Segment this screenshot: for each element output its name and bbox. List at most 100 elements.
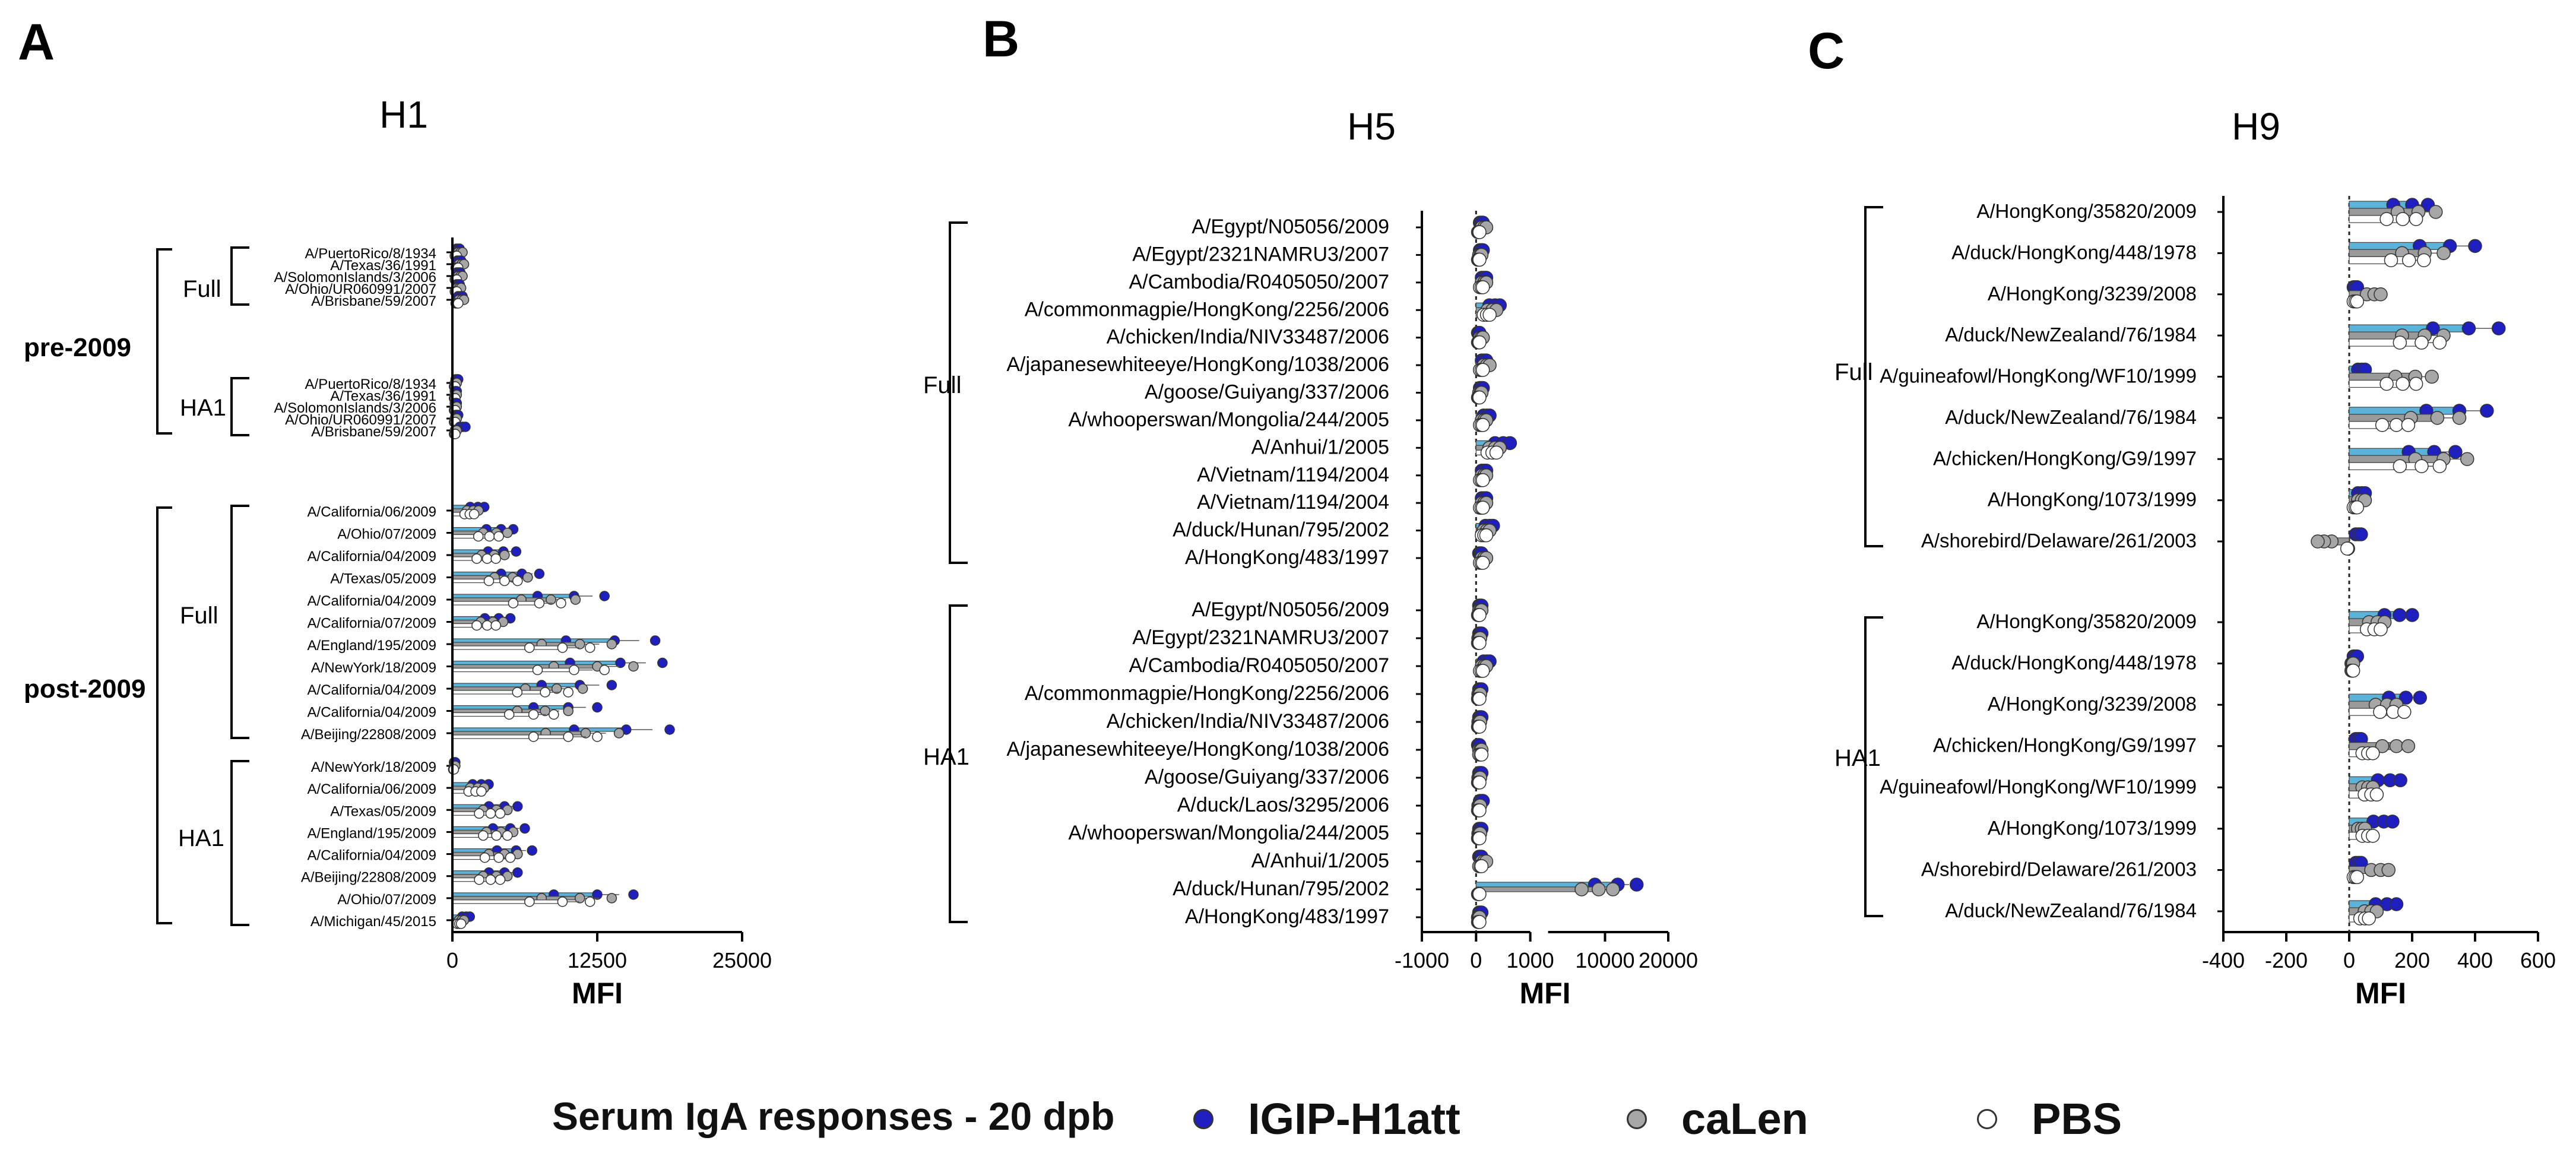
point-pbs — [2379, 212, 2394, 226]
bar-pbs — [2349, 462, 2422, 470]
legend-label: caLen — [1681, 1094, 1808, 1143]
group-label: HA1 — [178, 825, 224, 851]
point-calen — [499, 550, 510, 560]
point-igip — [2405, 608, 2419, 622]
category-label: A/HongKong/3239/2008 — [1988, 693, 2197, 715]
category-label: A/Cambodia/R0405050/2007 — [1129, 654, 1389, 677]
point-pbs — [1482, 308, 1497, 322]
point-pbs — [2389, 418, 2404, 432]
point-calen — [574, 893, 585, 904]
point-pbs — [471, 620, 482, 631]
panel-title: H9 — [2232, 105, 2280, 148]
category-label: A/chicken/HongKong/G9/1997 — [1933, 734, 2197, 756]
point-pbs — [2432, 335, 2447, 350]
point-pbs — [2396, 212, 2410, 226]
point-pbs — [2340, 541, 2355, 556]
point-calen — [570, 594, 581, 605]
point-calen — [613, 728, 625, 739]
point-pbs — [483, 575, 495, 587]
category-label: A/duck/Hunan/795/2002 — [1173, 877, 1389, 900]
point-pbs — [2409, 212, 2423, 226]
category-label: A/Egypt/2321NAMRU3/2007 — [1132, 626, 1389, 649]
point-pbs — [528, 709, 539, 720]
bar-pbs — [452, 712, 534, 717]
point-pbs — [495, 808, 506, 819]
x-tick-label: 600 — [2520, 948, 2556, 972]
x-tick-label: 0 — [446, 948, 458, 972]
point-pbs — [2401, 253, 2416, 268]
point-igip — [2393, 773, 2407, 788]
category-label: A/Vietnam/1194/2004 — [1197, 464, 1389, 486]
point-pbs — [453, 298, 464, 309]
category-label: A/whooperswan/Mongolia/244/2005 — [1068, 408, 1389, 431]
point-pbs — [481, 620, 493, 631]
point-pbs — [2415, 459, 2429, 473]
category-label: A/goose/Guiyang/337/2006 — [1145, 766, 1389, 788]
category-label: A/duck/HongKong/448/1978 — [1951, 241, 2197, 263]
x-tick-label: 20000 — [1639, 948, 1698, 972]
group-label: Full — [1834, 359, 1872, 385]
point-calen — [2374, 287, 2388, 302]
point-pbs — [474, 874, 484, 885]
category-label: A/Texas/36/1991 — [330, 388, 436, 404]
x-tick-label: -400 — [2202, 948, 2245, 972]
point-pbs — [2409, 376, 2423, 391]
category-label: A/California/04/2009 — [308, 549, 436, 565]
point-pbs — [2415, 335, 2429, 350]
bar-calen — [2349, 331, 2425, 340]
point-pbs — [1472, 915, 1487, 929]
point-pbs — [2384, 253, 2398, 268]
point-calen — [522, 572, 533, 583]
point-pbs — [1472, 692, 1487, 706]
category-label: A/duck/NewZealand/76/1984 — [1945, 899, 2197, 921]
point-calen — [563, 705, 573, 717]
super-group-label: pre-2009 — [24, 333, 131, 362]
category-label: A/Beijing/22808/2009 — [301, 727, 436, 743]
point-pbs — [491, 830, 502, 841]
category-label: A/California/06/2009 — [308, 504, 436, 520]
category-label: A/HongKong/35820/2009 — [1976, 200, 2197, 222]
point-igip — [2393, 608, 2407, 622]
category-label: A/Anhui/1/2005 — [1251, 850, 1389, 872]
point-pbs — [2366, 829, 2380, 843]
point-pbs — [468, 509, 480, 519]
point-pbs — [455, 918, 467, 929]
point-pbs — [481, 553, 493, 564]
point-pbs — [2379, 376, 2394, 391]
point-pbs — [585, 642, 595, 653]
group-bracket — [230, 377, 249, 436]
bar-pbs — [452, 734, 569, 739]
legend-label: PBS — [2032, 1094, 2122, 1143]
legend-item-pbs: PBS — [1977, 1094, 2122, 1144]
group-label: HA1 — [923, 744, 969, 770]
point-pbs — [599, 664, 610, 676]
bar-igip — [452, 727, 627, 732]
x-axis-title: MFI — [1519, 977, 1570, 1010]
category-label: A/Egypt/N05056/2009 — [1192, 216, 1389, 238]
category-label: A/California/04/2009 — [308, 848, 436, 864]
category-label: A/japanesewhiteeye/HongKong/1038/2006 — [1006, 353, 1389, 376]
category-label: A/Texas/05/2009 — [330, 803, 436, 819]
point-pbs — [1475, 280, 1490, 294]
point-pbs — [1475, 664, 1490, 678]
point-calen — [1606, 882, 1620, 896]
legend-item-calen: caLen — [1627, 1094, 1808, 1144]
point-pbs — [549, 709, 559, 720]
bar-pbs — [452, 601, 540, 606]
point-pbs — [1472, 608, 1487, 622]
point-pbs — [479, 852, 490, 863]
point-pbs — [563, 731, 573, 742]
bar-pbs — [2349, 338, 2422, 347]
category-label: A/NewYork/18/2009 — [311, 759, 436, 775]
point-calen — [546, 594, 556, 605]
point-pbs — [495, 874, 506, 885]
category-label: A/duck/Hunan/795/2002 — [1173, 519, 1389, 541]
group-bracket — [949, 221, 968, 564]
category-label: A/Brisbane/59/2007 — [311, 424, 436, 440]
category-label: A/California/07/2009 — [308, 616, 436, 632]
category-label: A/HongKong/35820/2009 — [1976, 610, 2197, 632]
x-tick-label: 25000 — [712, 948, 772, 972]
group-bracket — [1864, 206, 1883, 547]
category-label: A/chicken/India/NIV33487/2006 — [1107, 326, 1389, 348]
